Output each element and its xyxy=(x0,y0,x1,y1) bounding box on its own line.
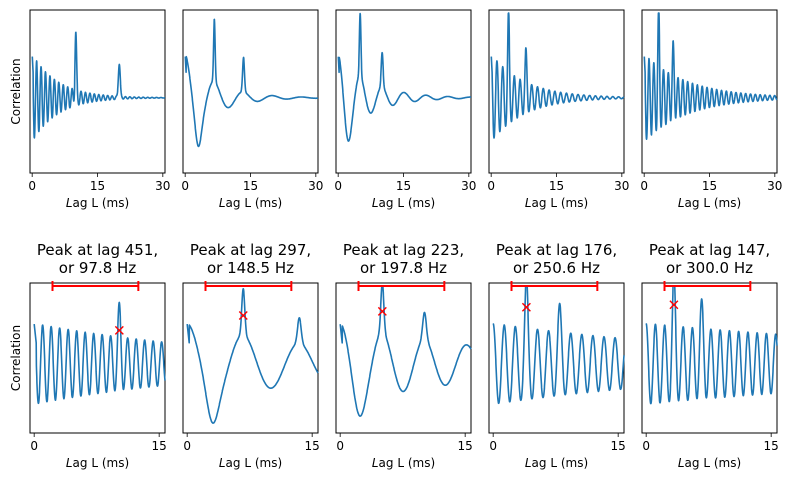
x-axis-label-r1c5: Lag L (ms) xyxy=(678,196,741,210)
axes-frame-r2c2 xyxy=(182,282,319,434)
y-axis-label-r1c1: Correlation xyxy=(9,58,23,124)
x-axis-label-r1c1: Lag L (ms) xyxy=(66,196,129,210)
x-tick-label-r2c5: 0 xyxy=(642,439,650,453)
x-tick-label-r1c3: 0 xyxy=(334,179,342,193)
correlation-curve-r1c1 xyxy=(31,31,166,139)
axes-frame-r2c1 xyxy=(29,282,166,434)
y-axis-label-r2c1: Correlation xyxy=(9,325,23,391)
x-tick-label-r1c5: 15 xyxy=(702,179,717,193)
x-tick-label-r1c4: 15 xyxy=(549,179,564,193)
x-tick-label-r1c5: 0 xyxy=(640,179,648,193)
x-axis-label-r1c3: Lag L (ms) xyxy=(372,196,435,210)
peak-marker-r2c4 xyxy=(521,302,531,312)
x-tick-label-r1c2: 15 xyxy=(243,179,258,193)
x-tick-label-r1c3: 15 xyxy=(396,179,411,193)
plot-title-r2c5-line1: Peak at lag 147, xyxy=(649,241,770,259)
x-axis-label-r2c5: Lag L (ms) xyxy=(678,456,741,470)
correlation-curve-r2c5 xyxy=(645,285,778,405)
plot-title-r2c1-line2: or 97.8 Hz xyxy=(59,259,137,277)
plot-title-r2c1-line1: Peak at lag 451, xyxy=(37,241,158,259)
x-tick-label-r1c4: 0 xyxy=(487,179,495,193)
peak-marker-r2c5 xyxy=(669,300,679,310)
x-tick-label-r1c4: 30 xyxy=(614,179,629,193)
peak-marker-r2c3 xyxy=(377,306,387,316)
x-tick-label-r2c1: 0 xyxy=(30,439,38,453)
plot-title-r2c4-line1: Peak at lag 176, xyxy=(496,241,617,259)
x-tick-label-r2c2: 0 xyxy=(183,439,191,453)
peak-marker-r2c1 xyxy=(114,325,124,335)
x-tick-label-r1c3: 30 xyxy=(461,179,476,193)
x-axis-label-r1c2: Lag L (ms) xyxy=(219,196,282,210)
x-tick-label-r1c2: 30 xyxy=(308,179,323,193)
x-tick-label-r1c2: 0 xyxy=(181,179,189,193)
x-axis-label-r2c3: Lag L (ms) xyxy=(372,456,435,470)
correlation-curve-r2c4 xyxy=(492,285,625,405)
correlation-curve-r1c5 xyxy=(643,12,778,140)
x-axis-label-r1c4: Lag L (ms) xyxy=(525,196,588,210)
x-tick-label-r2c5: 15 xyxy=(764,439,779,453)
x-axis-label-r2c2: Lag L (ms) xyxy=(219,456,282,470)
plot-title-r2c2-line2: or 148.5 Hz xyxy=(207,259,294,277)
x-tick-label-r2c2: 15 xyxy=(305,439,320,453)
correlation-curve-r1c3 xyxy=(337,12,472,142)
correlation-curve-r1c4 xyxy=(490,12,625,139)
x-tick-label-r2c4: 15 xyxy=(611,439,626,453)
x-tick-label-r2c3: 15 xyxy=(458,439,473,453)
plot-title-r2c2-line1: Peak at lag 297, xyxy=(190,241,311,259)
x-axis-label-r2c1: Lag L (ms) xyxy=(66,456,129,470)
plot-title-r2c5-line2: or 300.0 Hz xyxy=(666,259,753,277)
plot-title-r2c4-line2: or 250.6 Hz xyxy=(513,259,600,277)
correlation-curve-r2c3 xyxy=(339,285,472,417)
x-axis-label-r2c4: Lag L (ms) xyxy=(525,456,588,470)
x-tick-label-r1c1: 30 xyxy=(155,179,170,193)
correlation-curve-r2c2 xyxy=(186,287,319,424)
axes-frame-r1c2 xyxy=(182,9,319,174)
plot-title-r2c3-line1: Peak at lag 223, xyxy=(343,241,464,259)
x-tick-label-r1c1: 0 xyxy=(28,179,36,193)
axes-frame-r2c5 xyxy=(641,282,778,434)
correlation-curve-r2c1 xyxy=(33,301,166,405)
axes-frame-r2c3 xyxy=(335,282,472,434)
peak-marker-r2c2 xyxy=(238,311,248,320)
x-tick-label-r1c5: 30 xyxy=(767,179,782,193)
x-tick-label-r2c1: 15 xyxy=(152,439,167,453)
x-tick-label-r1c1: 15 xyxy=(90,179,105,193)
correlation-curve-r1c2 xyxy=(184,18,319,148)
plot-title-r2c3-line2: or 197.8 Hz xyxy=(360,259,447,277)
x-tick-label-r2c4: 0 xyxy=(489,439,497,453)
x-tick-label-r2c3: 0 xyxy=(336,439,344,453)
